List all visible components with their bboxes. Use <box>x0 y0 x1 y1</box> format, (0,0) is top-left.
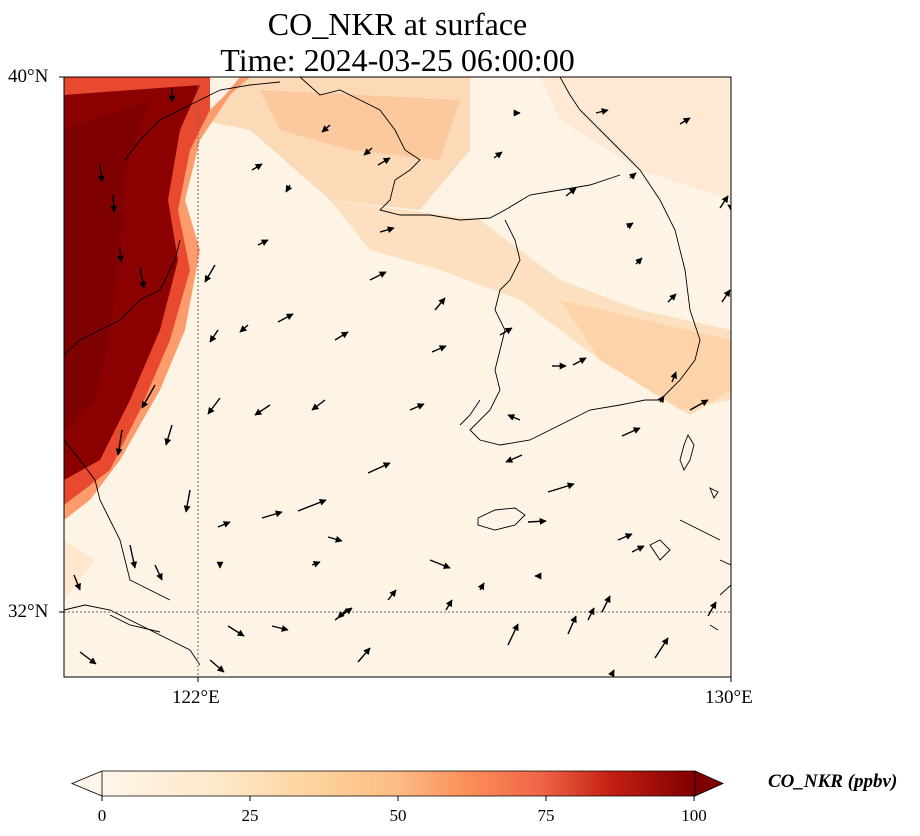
wind-arrow <box>670 371 677 383</box>
lon-tick-label: 130°E <box>705 687 753 708</box>
wind-arrow <box>679 117 691 125</box>
wind-arrow <box>183 489 191 513</box>
wind-arrow <box>727 204 731 212</box>
wind-arrow <box>707 601 717 617</box>
lat-tick-label: 40°N <box>8 66 49 87</box>
wind-arrow <box>285 184 293 193</box>
wind-arrow <box>311 399 326 411</box>
wind-arrow <box>667 293 677 303</box>
wind-arrow <box>445 599 453 611</box>
wind-arrow <box>164 424 173 446</box>
wind-arrow <box>115 429 123 456</box>
wind-arrow <box>657 395 665 404</box>
colorbar-tick-label: 25 <box>241 806 259 825</box>
wind-arrow <box>601 595 611 613</box>
wind-arrow <box>595 108 609 115</box>
wind-arrow <box>73 574 81 591</box>
wind-arrow <box>334 607 353 621</box>
wind-arrow <box>547 482 575 493</box>
wind-arrow <box>434 297 446 311</box>
wind-arrow <box>239 324 249 333</box>
wind-arrow <box>117 247 125 263</box>
wind-arrow <box>721 289 731 303</box>
gridlines <box>64 77 731 677</box>
lon-tick-label: 122°E <box>172 687 220 708</box>
colorbar-tick-label: 100 <box>681 806 707 825</box>
wind-arrow <box>499 327 513 336</box>
wind-arrow <box>409 403 425 411</box>
wind-vector-field <box>73 88 731 677</box>
colorbar-tick-label: 50 <box>389 806 407 825</box>
wind-arrow <box>204 264 216 283</box>
wind-arrow <box>507 414 521 421</box>
wind-arrow <box>505 454 523 463</box>
wind-arrow <box>628 172 637 180</box>
wind-arrow <box>635 257 643 265</box>
wind-arrow <box>327 535 343 543</box>
wind-arrow <box>431 345 447 353</box>
wind-arrow <box>251 163 263 171</box>
wind-arrow <box>565 187 577 197</box>
colorbar-label: CO_NKR (ppbv) <box>768 771 898 792</box>
wind-arrow <box>217 521 231 528</box>
wind-arrow <box>654 637 669 659</box>
wind-arrow <box>227 625 245 637</box>
wind-arrow <box>617 533 633 541</box>
coastlines <box>64 77 731 666</box>
wind-arrow <box>719 195 729 209</box>
wind-arrow <box>379 226 395 234</box>
wind-arrow <box>139 267 147 289</box>
concentration-field <box>64 77 731 677</box>
wind-arrow <box>363 147 373 156</box>
wind-arrow <box>625 222 634 230</box>
wind-arrow <box>572 357 587 366</box>
figure-time-label: Time: 2024-03-25 06:00:00 <box>220 42 575 78</box>
wind-arrow <box>357 647 371 663</box>
wind-arrow <box>277 313 294 323</box>
wind-arrow <box>209 659 225 673</box>
wind-arrow <box>608 669 615 677</box>
wind-arrow <box>207 397 221 415</box>
wind-arrow <box>297 499 327 512</box>
wind-arrow <box>261 510 283 519</box>
wind-arrow <box>257 239 269 246</box>
wind-arrow <box>387 589 397 601</box>
wind-arrow <box>631 545 645 553</box>
wind-arrow <box>587 607 595 621</box>
wind-arrow <box>209 329 219 343</box>
wind-arrow <box>369 271 387 281</box>
figure-title: CO_NKR at surface <box>267 6 528 42</box>
wind-arrow <box>321 124 331 133</box>
colorbar <box>70 770 724 801</box>
wind-arrow <box>129 544 138 569</box>
axis-ticks <box>59 76 732 682</box>
wind-arrow <box>429 559 451 569</box>
wind-arrow <box>141 384 156 409</box>
wind-arrow <box>527 517 547 525</box>
wind-arrow <box>271 625 289 632</box>
map-frame <box>63 76 732 678</box>
wind-arrow <box>311 560 321 568</box>
colorbar-tick-label: 75 <box>537 806 555 825</box>
wind-arrow <box>621 427 641 437</box>
wind-arrow <box>493 151 503 159</box>
wind-arrow <box>110 194 118 213</box>
wind-arrow <box>97 164 105 183</box>
wind-arrow <box>477 582 485 591</box>
wind-arrow <box>334 331 349 341</box>
wind-arrow <box>377 157 391 166</box>
lat-tick-label: 32°N <box>8 601 49 622</box>
wind-arrow <box>254 404 271 416</box>
wind-arrow <box>689 399 709 411</box>
wind-arrow <box>567 615 577 635</box>
colorbar-tick-label: 0 <box>97 806 107 825</box>
wind-arrow <box>367 462 391 474</box>
wind-arrow <box>79 651 97 665</box>
wind-arrow <box>507 623 519 646</box>
wind-arrow <box>154 564 163 581</box>
